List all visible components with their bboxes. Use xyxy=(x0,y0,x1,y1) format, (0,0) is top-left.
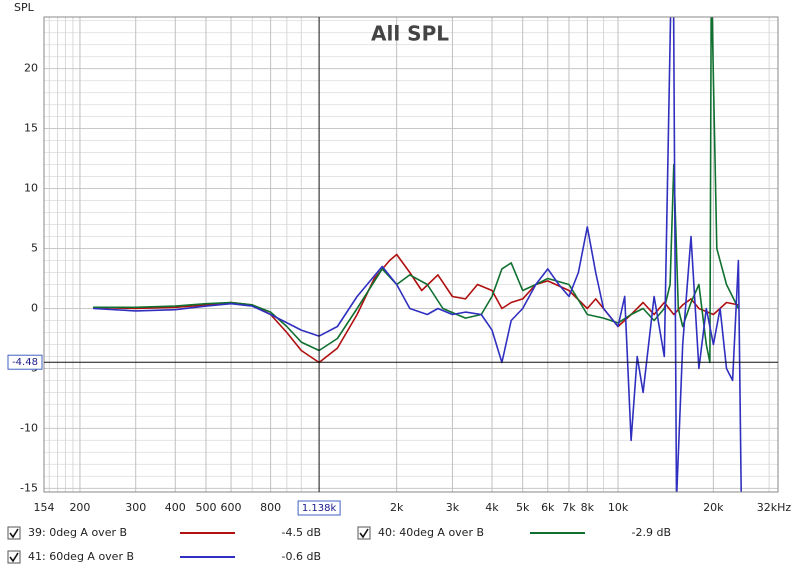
x-tick-label: 3k xyxy=(446,501,460,514)
x-tick-label: 400 xyxy=(165,501,186,514)
y-tick-label: 10 xyxy=(24,182,38,195)
legend-check xyxy=(359,528,369,539)
legend-name: 40: 40deg A over B xyxy=(378,526,484,539)
chart-title: All SPL xyxy=(371,22,449,46)
x-tick-label: 300 xyxy=(125,501,146,514)
legend-checkbox[interactable] xyxy=(357,526,371,540)
cursor-y-label: -4.48 xyxy=(12,357,38,368)
series-line xyxy=(93,253,739,364)
legend-value: -4.5 dB xyxy=(282,526,322,539)
legend-name: 39: 0deg A over B xyxy=(28,526,127,539)
legend-value: -2.9 dB xyxy=(632,526,672,539)
plot-lines xyxy=(93,17,742,492)
legend-check xyxy=(9,528,19,539)
x-tick-label: 8k xyxy=(581,501,595,514)
y-tick-label: 20 xyxy=(24,62,38,75)
plot-frame xyxy=(43,16,779,493)
cursor-x-label: 1.138k xyxy=(302,503,337,514)
legend-checkbox[interactable] xyxy=(7,550,21,564)
legend-checkbox[interactable] xyxy=(7,526,21,540)
legend-check xyxy=(9,552,19,563)
x-tick-label: 2k xyxy=(390,501,404,514)
legend-name: 41: 60deg A over B xyxy=(28,550,134,563)
series-line xyxy=(93,17,742,492)
x-tick-label: 154 xyxy=(34,501,55,514)
grid xyxy=(43,17,779,492)
legend: 39: 0deg A over B -4.5 dB 40: 40deg A over… xyxy=(7,526,672,564)
legend-value: -0.6 dB xyxy=(282,550,322,563)
y-tick-label: 0 xyxy=(31,301,38,314)
x-tick-label: 10k xyxy=(608,501,629,514)
y-tick-label: 5 xyxy=(31,242,38,255)
x-tick-label: 7k xyxy=(562,501,576,514)
cursor-x-box xyxy=(297,500,341,516)
cursor-y-box xyxy=(7,354,43,370)
x-tick-label: 5k xyxy=(516,501,530,514)
x-tick-label: 500 xyxy=(195,501,216,514)
x-tick-label: 800 xyxy=(260,501,281,514)
x-tick-label: 20k xyxy=(703,501,724,514)
x-tick-label: 4k xyxy=(485,501,499,514)
x-tick-label: 6k xyxy=(541,501,555,514)
y-tick-label: -15 xyxy=(20,481,38,494)
y-tick-label: 15 xyxy=(24,122,38,135)
series-line xyxy=(93,17,740,364)
y-tick-label: -10 xyxy=(20,421,38,434)
x-tick-label: 32kHz xyxy=(757,501,792,514)
x-tick-label: 200 xyxy=(69,501,90,514)
x-tick-label: 600 xyxy=(221,501,242,514)
y-axis-label: SPL xyxy=(14,1,35,14)
